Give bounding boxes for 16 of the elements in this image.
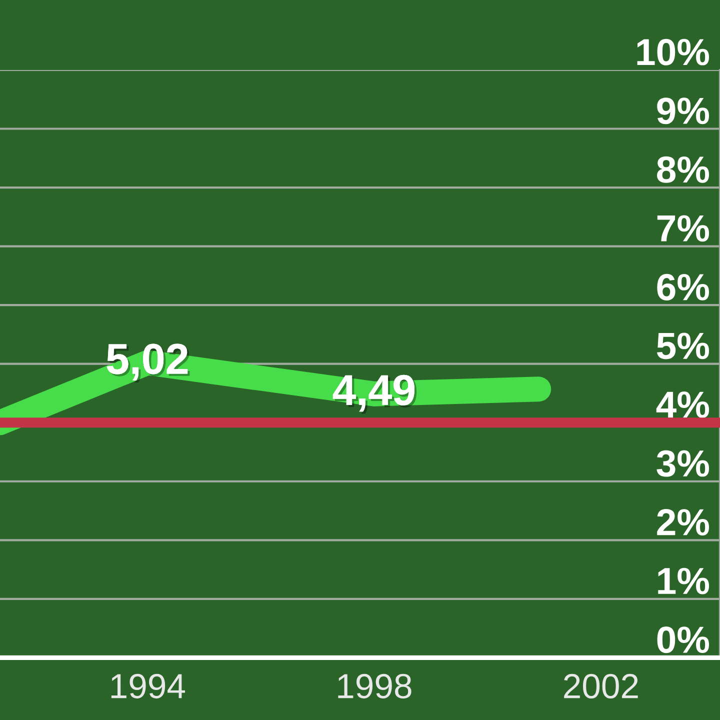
y-tick-label: 3% [656, 450, 710, 477]
data-label: 5,02 [106, 344, 190, 383]
data-label: 4,49 [332, 374, 417, 414]
y-tick-label: 7% [657, 215, 710, 242]
y-tick-label: 6% [657, 274, 710, 300]
y-tick-label: 5% [656, 332, 710, 360]
y-tick-label: 8% [656, 156, 710, 183]
y-tick-label: 0% [657, 626, 710, 654]
y-tick-label: 10% [637, 38, 710, 66]
y-tick-label: 9% [657, 98, 710, 124]
y-tick-label: 1% [658, 568, 710, 594]
y-tick-label: 2% [657, 508, 710, 536]
x-tick-label: 1994 [111, 674, 186, 698]
y-tick-label: 4% [656, 392, 710, 418]
x-tick-label: 1998 [338, 674, 412, 698]
x-tick-label: 2002 [564, 674, 638, 698]
